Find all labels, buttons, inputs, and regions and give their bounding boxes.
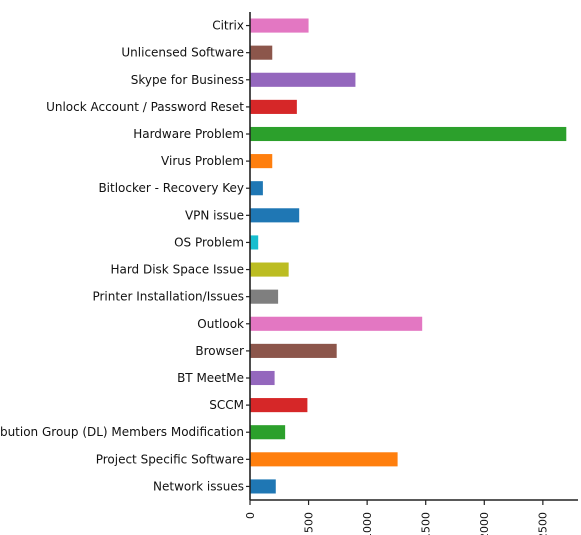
category-label-2: Skype for Business <box>131 73 244 87</box>
category-label-7: VPN issue <box>185 208 244 222</box>
bar-15 <box>250 425 286 440</box>
bar-14 <box>250 398 308 413</box>
bar-10 <box>250 289 279 304</box>
category-label-16: Project Specific Software <box>96 452 244 466</box>
category-label-15: Distribution Group (DL) Members Modifica… <box>0 425 244 439</box>
category-label-3: Unlock Account / Password Reset <box>46 100 244 114</box>
bar-17 <box>250 479 276 494</box>
bar-11 <box>250 316 423 331</box>
bar-7 <box>250 208 300 223</box>
bar-0 <box>250 18 309 33</box>
x-axis-ticks: 0 500 1000 1500 2000 2500 <box>244 24 550 535</box>
category-label-17: Network issues <box>153 479 244 493</box>
bar-16 <box>250 452 398 467</box>
bar-9 <box>250 262 289 277</box>
bar-4 <box>250 126 567 142</box>
x-tick-label-4: 2000 <box>478 512 491 535</box>
x-tick-label-5: 2500 <box>537 512 550 535</box>
x-tick-label-3: 1500 <box>420 512 433 535</box>
bar-13 <box>250 370 275 386</box>
bar-3 <box>250 99 297 114</box>
category-label-5: Virus Problem <box>161 154 244 168</box>
bar-5 <box>250 154 273 169</box>
category-labels: Citrix Unlicensed Software Skype for Busin… <box>0 19 244 494</box>
bars-layer <box>250 18 567 494</box>
bar-12 <box>250 343 337 358</box>
bar-1 <box>250 45 273 60</box>
category-label-11: Outlook <box>197 317 244 331</box>
category-label-14: SCCM <box>209 398 244 412</box>
category-label-6: Bitlocker - Recovery Key <box>98 181 244 195</box>
x-tick-label-2: 1000 <box>361 512 374 535</box>
category-label-10: Printer Installation/Issues <box>92 290 244 304</box>
category-label-13: BT MeetMe <box>177 371 244 385</box>
bar-8 <box>250 235 259 250</box>
category-label-8: OS Problem <box>174 235 244 249</box>
bar-6 <box>250 181 263 196</box>
category-label-9: Hard Disk Space Issue <box>110 263 244 277</box>
category-label-12: Browser <box>195 344 244 358</box>
bar-2 <box>250 72 356 87</box>
x-tick-label-0: 0 <box>244 512 257 519</box>
category-label-0: Citrix <box>212 19 244 33</box>
category-label-4: Hardware Problem <box>133 127 244 141</box>
category-label-1: Unlicensed Software <box>121 46 244 60</box>
x-tick-label-1: 500 <box>302 512 315 533</box>
